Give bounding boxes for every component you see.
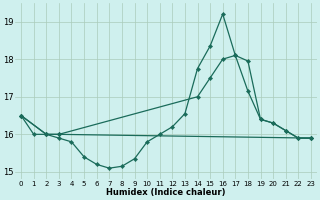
X-axis label: Humidex (Indice chaleur): Humidex (Indice chaleur) <box>106 188 226 197</box>
